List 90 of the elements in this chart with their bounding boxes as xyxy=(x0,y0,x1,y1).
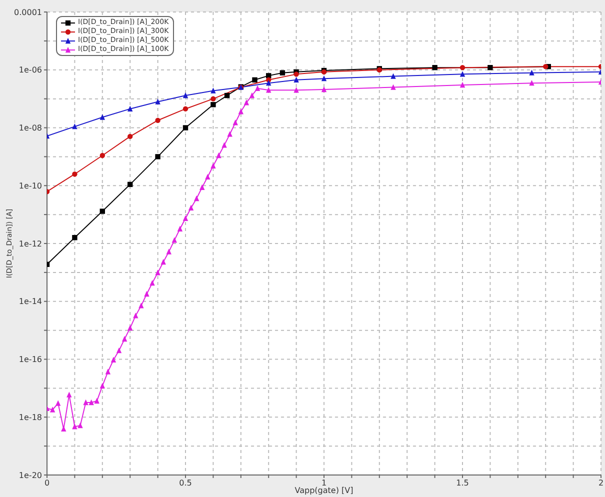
y-tick-label: 1e-16 xyxy=(18,355,42,364)
point xyxy=(266,87,272,93)
point xyxy=(244,99,250,106)
point xyxy=(216,152,222,158)
y-tick-label: 1e-06 xyxy=(18,66,42,75)
point xyxy=(166,248,172,254)
point xyxy=(105,368,111,374)
point xyxy=(72,234,78,240)
point xyxy=(460,82,466,88)
point xyxy=(138,302,144,308)
point xyxy=(50,406,56,412)
point xyxy=(122,336,128,342)
point xyxy=(460,71,466,77)
x-axis-title: Vapp(gate) [V] xyxy=(294,486,354,495)
point xyxy=(128,324,133,331)
point xyxy=(72,424,78,430)
x-tick-label: 1.5 xyxy=(456,478,469,488)
point xyxy=(488,64,493,70)
point xyxy=(155,270,160,276)
point xyxy=(144,290,150,297)
point xyxy=(128,106,133,112)
point xyxy=(182,92,188,98)
point xyxy=(294,72,299,77)
point xyxy=(238,108,244,114)
point xyxy=(182,125,188,130)
point xyxy=(128,182,133,188)
point xyxy=(155,118,160,123)
y-tick-label: 1e-20 xyxy=(18,470,42,480)
point xyxy=(210,162,216,169)
point xyxy=(254,85,260,91)
point xyxy=(100,152,105,158)
point xyxy=(194,195,200,202)
point xyxy=(110,356,116,362)
point xyxy=(224,92,230,98)
point xyxy=(100,382,105,388)
x-tick-label: 1 xyxy=(321,478,327,488)
point xyxy=(232,120,238,126)
x-tick-label: 0 xyxy=(44,478,50,488)
point xyxy=(94,398,100,404)
point xyxy=(78,422,83,428)
point xyxy=(210,102,216,108)
y-tick-label: 1e-08 xyxy=(18,124,42,133)
point xyxy=(66,392,72,398)
y-tick-label: 1e-18 xyxy=(18,412,42,422)
point xyxy=(177,226,183,232)
point xyxy=(155,98,160,104)
point xyxy=(543,64,548,70)
point xyxy=(432,64,438,70)
point xyxy=(529,70,534,76)
point xyxy=(55,400,61,406)
point xyxy=(200,184,205,190)
point xyxy=(222,142,227,148)
point xyxy=(150,280,155,286)
point xyxy=(227,131,232,137)
point xyxy=(133,312,138,318)
point xyxy=(210,96,216,102)
point xyxy=(83,399,88,406)
y-tick-label: 1e-14 xyxy=(18,297,42,306)
point xyxy=(249,92,255,98)
point xyxy=(460,64,466,70)
point xyxy=(294,76,299,83)
y-tick-label: 0.0001 xyxy=(14,8,42,17)
point xyxy=(205,174,210,180)
point xyxy=(172,237,178,243)
point xyxy=(116,347,122,354)
x-tick-label: 2 xyxy=(598,478,604,488)
point xyxy=(252,77,258,83)
point xyxy=(182,215,188,221)
point xyxy=(100,208,105,214)
point xyxy=(390,84,396,90)
x-tick-label: 0.5 xyxy=(179,478,192,488)
point xyxy=(100,114,105,120)
point xyxy=(72,172,78,177)
y-tick-label: 1e-12 xyxy=(18,239,42,248)
point xyxy=(529,80,534,86)
point xyxy=(155,154,160,160)
point xyxy=(321,75,327,82)
point xyxy=(72,123,78,130)
point xyxy=(88,399,94,406)
point xyxy=(390,73,396,79)
point xyxy=(160,258,166,265)
point xyxy=(321,86,327,92)
point xyxy=(210,88,216,94)
point xyxy=(294,87,299,93)
point xyxy=(280,70,286,76)
point xyxy=(188,204,194,210)
y-tick-label: 1e-10 xyxy=(18,181,42,190)
point xyxy=(128,134,133,140)
point xyxy=(182,106,188,112)
point xyxy=(266,80,272,86)
